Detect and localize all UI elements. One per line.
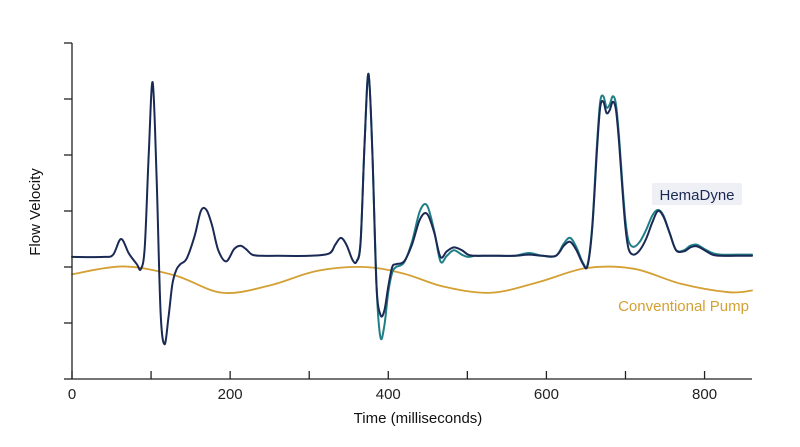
x-tick-label: 600: [534, 386, 559, 403]
plot-area: [71, 72, 753, 346]
axes: 0 200 400 600 800: [64, 42, 752, 403]
x-tick-label: 400: [376, 386, 401, 403]
series-hemadyne-line: [71, 72, 753, 346]
x-axis-title: Time (milliseconds): [354, 410, 483, 427]
series-labels: HemaDyne Conventional Pump: [618, 183, 749, 315]
x-tick-label: 800: [692, 386, 717, 403]
x-tick-label: 200: [218, 386, 243, 403]
series-conventional-pump-line: [71, 265, 753, 294]
conventional-pump-label: Conventional Pump: [618, 298, 749, 315]
x-tick-label: 0: [68, 386, 76, 403]
hemadyne-label-background: [652, 183, 742, 205]
hemadyne-label: HemaDyne: [659, 187, 734, 204]
y-axis-title: Flow Velocity: [27, 168, 44, 256]
